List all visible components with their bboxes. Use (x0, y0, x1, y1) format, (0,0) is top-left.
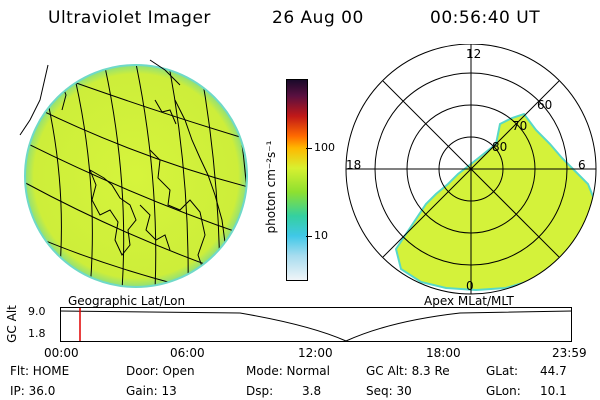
colorbar-label-100: 100 (314, 141, 335, 154)
emission-disk (24, 64, 248, 288)
geographic-globe (19, 59, 248, 288)
glon-value: 10.1 (540, 384, 567, 398)
outer-coastlines (19, 59, 181, 136)
flight-status: Flt: HOME (10, 364, 70, 378)
date-label: 26 Aug 00 (272, 8, 364, 28)
seq-status: Seq: 30 (366, 384, 412, 398)
dsp-value: 3.8 (302, 384, 322, 398)
mlat-label-80: 80 (492, 140, 508, 154)
glat-value: 44.7 (540, 364, 567, 378)
timeline-ytick-9: 9.0 (28, 305, 46, 318)
mlt-label-6: 6 (578, 158, 586, 172)
mode-status: Mode: Normal (246, 364, 330, 378)
colorbar-unit-label: photon cm⁻²s⁻¹ (264, 140, 278, 234)
gain-status: Gain: 13 (126, 384, 177, 398)
dsp-label: Dsp: (246, 384, 274, 398)
mlat-label-60: 60 (537, 98, 553, 112)
apex-panel-label: Apex MLat/MLT (424, 294, 514, 308)
mlt-label-0: 0 (466, 279, 474, 293)
colorbar-tick-100 (306, 148, 312, 149)
mlt-label-12: 12 (466, 47, 482, 61)
time-label: 00:56:40 UT (430, 8, 541, 28)
timeline-xtick-1200: 12:00 (298, 346, 333, 360)
glat-label: GLat: (486, 364, 519, 378)
apex-polar-plot (345, 44, 597, 295)
colorbar-label-10: 10 (314, 229, 328, 242)
altitude-timeline (60, 307, 572, 342)
instrument-title: Ultraviolet Imager (48, 8, 211, 28)
gc-alt-status: GC Alt: 8.3 Re (366, 364, 450, 378)
auroral-emission-region (394, 112, 596, 292)
timeline-xtick-1800: 18:00 (426, 346, 461, 360)
altitude-curve (60, 310, 572, 342)
mlat-label-70: 70 (512, 119, 528, 133)
timeline-xtick-0000: 00:00 (44, 346, 79, 360)
geographic-panel-label: Geographic Lat/Lon (68, 294, 186, 308)
timeline-xtick-2359: 23:59 (552, 346, 587, 360)
polar-grid (345, 44, 597, 295)
ip-status: IP: 36.0 (10, 384, 56, 398)
glon-label: GLon: (486, 384, 521, 398)
colorbar-tick-10 (306, 236, 312, 237)
timeline-axis-label: GC Alt (5, 305, 19, 343)
timeline-ytick-1-8: 1.8 (28, 327, 46, 340)
timeline-xtick-0600: 06:00 (170, 346, 205, 360)
mlt-label-18: 18 (346, 158, 362, 172)
door-status: Door: Open (126, 364, 195, 378)
intensity-colorbar (286, 79, 308, 281)
